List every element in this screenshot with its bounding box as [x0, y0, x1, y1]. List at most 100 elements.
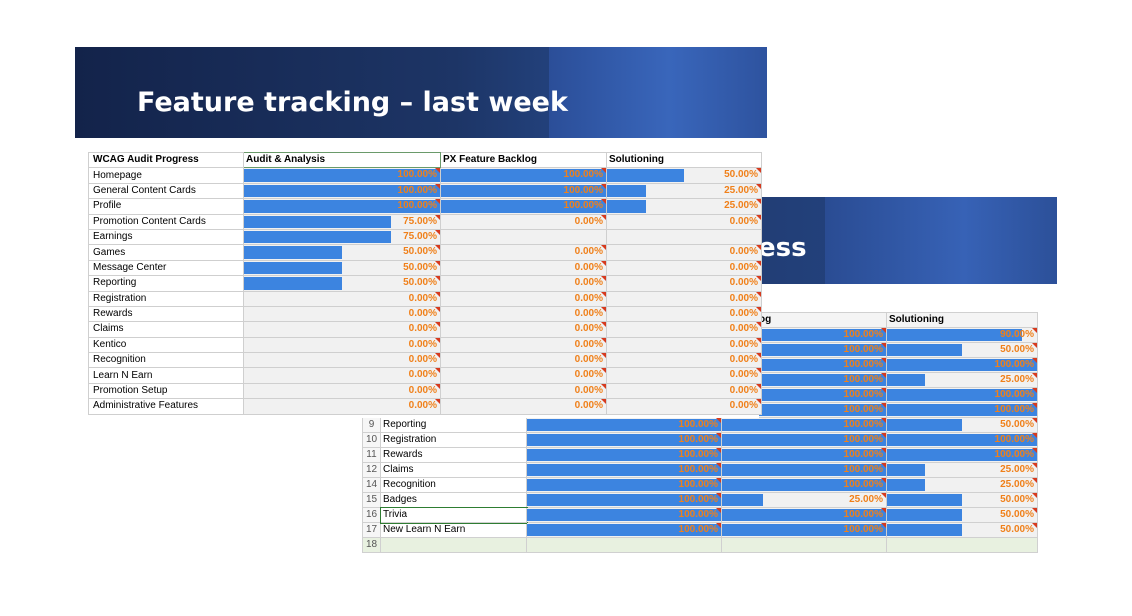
comment-flag-icon[interactable] [435, 384, 440, 389]
comment-flag-icon[interactable] [881, 328, 886, 333]
feature-name[interactable]: Profile [88, 198, 244, 215]
comment-flag-icon[interactable] [881, 403, 886, 408]
progress-cell[interactable]: 0.00% [606, 382, 762, 400]
comment-flag-icon[interactable] [435, 230, 440, 235]
comment-flag-icon[interactable] [601, 261, 606, 266]
comment-flag-icon[interactable] [881, 373, 886, 378]
progress-cell[interactable]: 100.00% [440, 182, 607, 200]
progress-cell[interactable]: 90.00% [886, 327, 1038, 343]
progress-cell[interactable]: 100.00% [721, 477, 887, 493]
progress-cell[interactable]: 100.00% [526, 477, 722, 493]
comment-flag-icon[interactable] [881, 523, 886, 528]
progress-cell[interactable]: 25.00% [606, 198, 762, 215]
progress-cell[interactable]: 100.00% [721, 417, 887, 433]
comment-flag-icon[interactable] [881, 358, 886, 363]
comment-flag-icon[interactable] [435, 292, 440, 297]
comment-flag-icon[interactable] [756, 338, 761, 343]
comment-flag-icon[interactable] [601, 322, 606, 328]
comment-flag-icon[interactable] [756, 353, 761, 359]
progress-cell[interactable]: 0.00% [606, 321, 762, 338]
progress-cell[interactable]: 0.00% [440, 244, 607, 261]
comment-flag-icon[interactable] [756, 215, 761, 220]
progress-cell[interactable]: 50.00% [243, 275, 441, 292]
progress-cell[interactable]: 0.00% [606, 290, 762, 307]
comment-flag-icon[interactable] [601, 384, 606, 389]
progress-cell[interactable]: 0.00% [440, 321, 607, 338]
feature-name[interactable]: Recognition [88, 352, 244, 369]
comment-flag-icon[interactable] [1032, 493, 1037, 498]
comment-flag-icon[interactable] [881, 463, 886, 468]
progress-cell[interactable]: 0.00% [243, 382, 441, 400]
comment-flag-icon[interactable] [756, 261, 761, 266]
progress-cell[interactable]: 0.00% [606, 398, 762, 415]
row-number[interactable]: 14 [362, 477, 381, 493]
feature-name[interactable]: Trivia [379, 506, 528, 524]
progress-cell[interactable]: 0.00% [606, 259, 762, 277]
feature-name[interactable]: Kentico [88, 336, 244, 354]
comment-flag-icon[interactable] [435, 184, 440, 189]
progress-cell[interactable] [886, 537, 1038, 553]
comment-flag-icon[interactable] [601, 353, 606, 359]
comment-flag-icon[interactable] [1032, 388, 1037, 393]
progress-cell[interactable]: 75.00% [243, 228, 441, 246]
row-number[interactable]: 15 [362, 492, 381, 508]
row-number[interactable]: 18 [362, 537, 381, 553]
row-number[interactable]: 17 [362, 522, 381, 538]
comment-flag-icon[interactable] [716, 508, 721, 513]
comment-flag-icon[interactable] [1032, 523, 1037, 528]
comment-flag-icon[interactable] [435, 199, 440, 205]
feature-name[interactable] [380, 537, 527, 553]
comment-flag-icon[interactable] [881, 508, 886, 513]
comment-flag-icon[interactable] [756, 307, 761, 312]
feature-name[interactable]: Learn N Earn [88, 367, 244, 384]
progress-cell[interactable] [440, 228, 607, 246]
comment-flag-icon[interactable] [756, 168, 761, 174]
progress-cell[interactable]: 0.00% [440, 336, 607, 354]
comment-flag-icon[interactable] [1032, 448, 1037, 453]
feature-name[interactable]: General Content Cards [88, 182, 244, 200]
comment-flag-icon[interactable] [716, 463, 721, 468]
feature-name[interactable]: Message Center [88, 259, 244, 277]
feature-name[interactable]: Reporting [380, 417, 527, 433]
feature-name[interactable]: Registration [88, 290, 244, 307]
comment-flag-icon[interactable] [716, 493, 721, 498]
comment-flag-icon[interactable] [881, 418, 886, 423]
progress-cell[interactable]: 0.00% [606, 244, 762, 261]
progress-cell[interactable]: 50.00% [606, 167, 762, 184]
comment-flag-icon[interactable] [716, 433, 721, 438]
comment-flag-icon[interactable] [1032, 373, 1037, 378]
feature-name[interactable]: Earnings [88, 228, 244, 246]
progress-cell[interactable]: 0.00% [243, 367, 441, 384]
feature-name[interactable]: Promotion Setup [88, 382, 244, 400]
progress-cell[interactable] [526, 537, 722, 553]
row-number[interactable]: 9 [362, 417, 381, 433]
comment-flag-icon[interactable] [716, 448, 721, 453]
row-number[interactable]: 10 [362, 432, 381, 448]
feature-name[interactable]: Promotion Content Cards [88, 213, 244, 230]
feature-name[interactable]: Homepage [88, 167, 244, 184]
feature-name[interactable]: Administrative Features [88, 398, 244, 415]
comment-flag-icon[interactable] [881, 433, 886, 438]
progress-cell[interactable]: 100.00% [440, 198, 607, 215]
progress-cell[interactable]: 0.00% [440, 290, 607, 307]
progress-cell[interactable]: 0.00% [243, 321, 441, 338]
progress-cell[interactable]: 100.00% [526, 507, 722, 523]
feature-name[interactable]: Recognition [380, 477, 527, 493]
progress-cell[interactable]: 100.00% [526, 522, 722, 538]
comment-flag-icon[interactable] [756, 322, 761, 328]
progress-cell[interactable]: 50.00% [886, 507, 1038, 523]
comment-flag-icon[interactable] [1032, 418, 1037, 423]
progress-cell[interactable] [606, 228, 762, 246]
row-number[interactable]: 16 [362, 507, 381, 523]
progress-cell[interactable]: 100.00% [526, 462, 722, 478]
comment-flag-icon[interactable] [1032, 433, 1037, 438]
progress-cell[interactable]: 100.00% [243, 198, 441, 215]
comment-flag-icon[interactable] [601, 307, 606, 312]
progress-cell[interactable]: 100.00% [526, 417, 722, 433]
progress-cell[interactable]: 50.00% [886, 417, 1038, 433]
progress-cell[interactable]: 0.00% [606, 352, 762, 369]
progress-cell[interactable]: 100.00% [440, 167, 607, 184]
progress-cell[interactable]: 50.00% [886, 342, 1038, 358]
comment-flag-icon[interactable] [1032, 478, 1037, 483]
comment-flag-icon[interactable] [756, 276, 761, 282]
